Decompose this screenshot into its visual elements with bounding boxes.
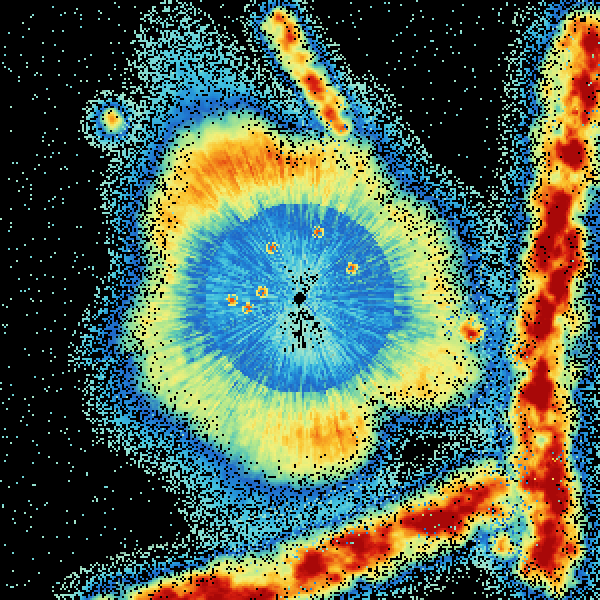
radar-display: Radar Reflectivity rainbow-reflectivity … (0, 0, 600, 600)
radar-reflectivity-canvas (0, 0, 600, 600)
